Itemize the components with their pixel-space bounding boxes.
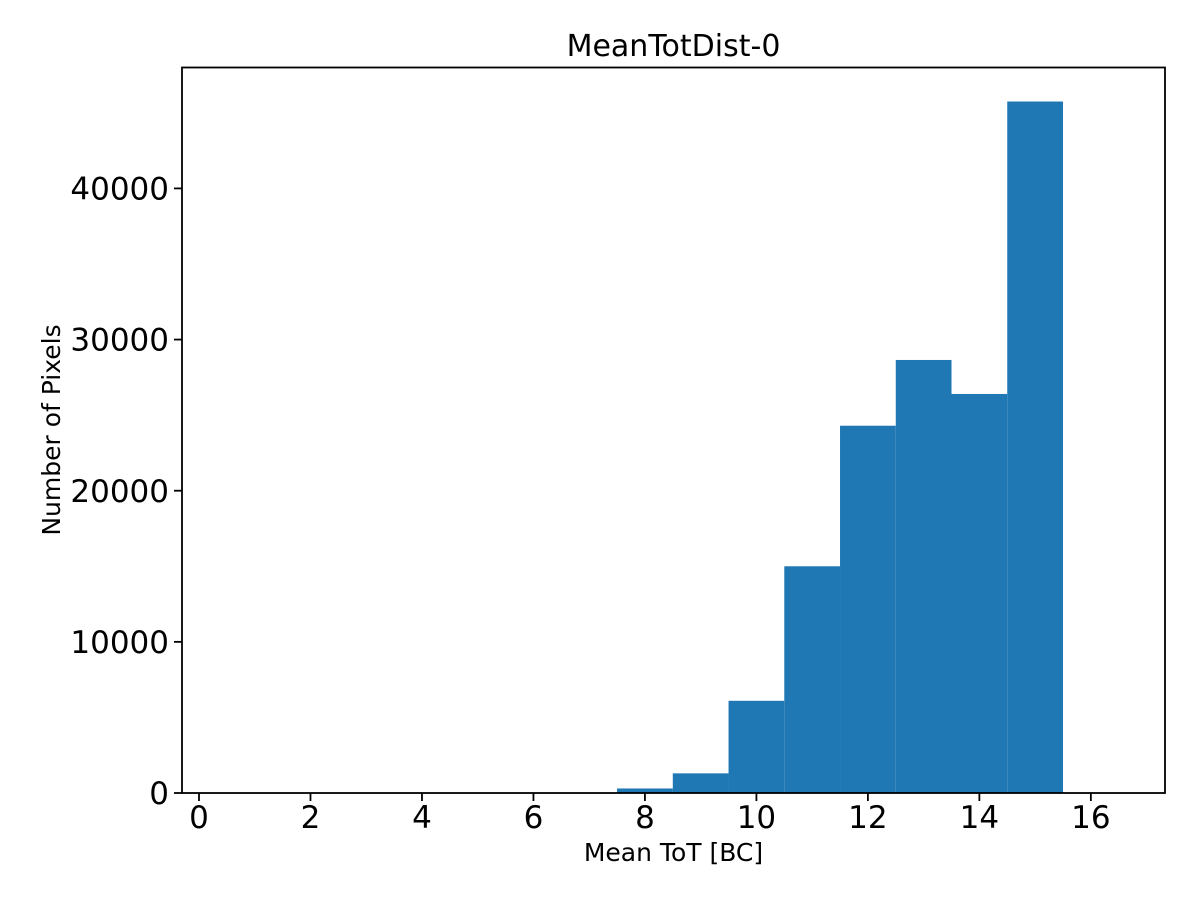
y-axis-label: Number of Pixels <box>37 324 66 535</box>
y-tick-label: 30000 <box>70 323 169 359</box>
histogram-bar <box>840 425 896 793</box>
chart-title: MeanTotDist-0 <box>567 29 781 64</box>
y-tick-label: 0 <box>149 776 169 812</box>
x-tick-label: 16 <box>1071 800 1110 836</box>
x-tick-label: 8 <box>635 800 655 836</box>
x-tick-label: 4 <box>412 800 432 836</box>
x-axis-label: Mean ToT [BC] <box>584 838 763 867</box>
histogram-bar <box>728 700 785 793</box>
histogram-bar <box>617 788 673 793</box>
x-tick-label: 10 <box>737 800 776 836</box>
histogram-bar <box>1007 101 1063 793</box>
histogram-bar <box>784 566 841 793</box>
x-tick-label: 12 <box>848 800 887 836</box>
histogram-bar <box>672 773 729 793</box>
bars-layer <box>617 101 1063 793</box>
histogram-bar <box>895 359 952 793</box>
x-tick-label: 14 <box>960 800 999 836</box>
histogram-bar <box>951 393 1008 793</box>
y-tick-label: 10000 <box>70 625 169 661</box>
x-tick-label: 0 <box>189 800 209 836</box>
x-tick-label: 2 <box>301 800 321 836</box>
y-tick-label: 20000 <box>70 474 169 510</box>
x-tick-label: 6 <box>524 800 544 836</box>
plot-border <box>181 66 1166 794</box>
y-tick-label: 40000 <box>70 172 169 208</box>
axes-layer: 0 2 4 6 8 10 12 14 16 0 10000 20000 30000 40000 <box>70 66 1166 836</box>
